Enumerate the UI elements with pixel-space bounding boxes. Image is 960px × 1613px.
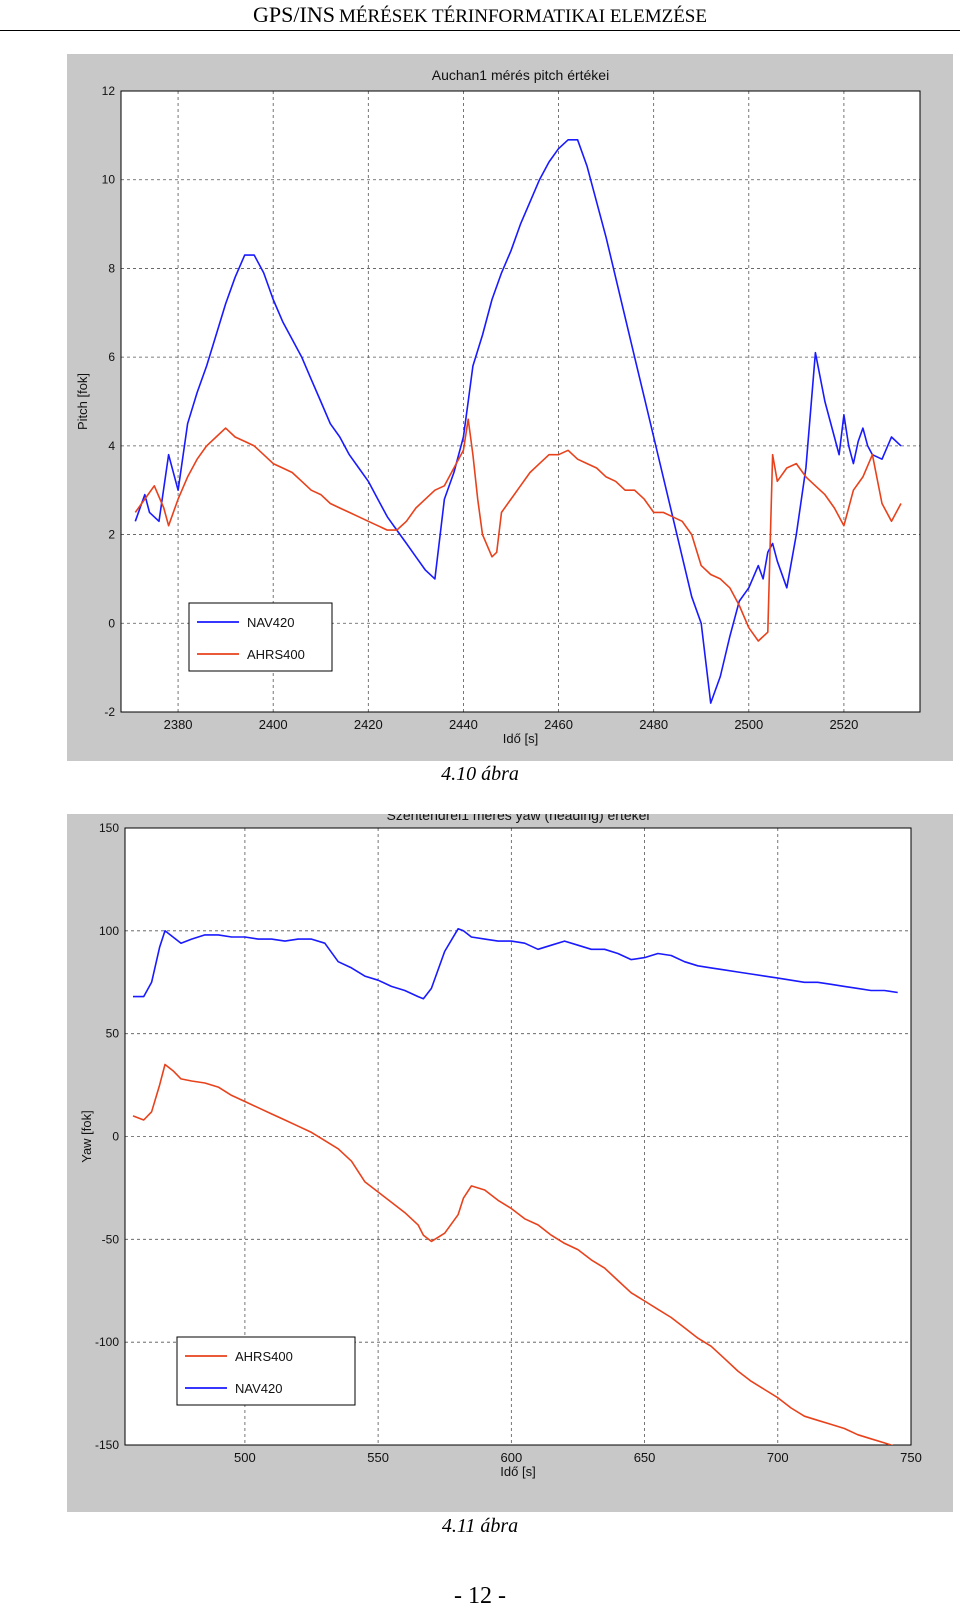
legend-label: NAV420 [247, 615, 294, 630]
axes-frame [124, 827, 912, 1446]
y-tick-label: 150 [99, 821, 119, 835]
header-title-big: GPS/INS [253, 2, 335, 27]
legend-label: AHRS400 [235, 1349, 293, 1364]
figure-4-11-panel: 500 550 600 650 700 750 -150 -100 -50 0 50 100 150 Sz… [67, 807, 953, 1512]
page-header: GPS/INS MÉRÉSEK TÉRINFORMATIKAI ELEMZÉSE [0, 0, 960, 31]
series-line-ahrs400 [132, 1063, 894, 1445]
y-tick-label: 50 [106, 1027, 120, 1041]
x-tick-label: 2380 [164, 717, 193, 732]
y-axis-label: Yaw [fok] [79, 1110, 94, 1163]
legend-box [176, 1336, 356, 1406]
yaw-chart: 500 550 600 650 700 750 -150 -100 -50 0 50 100 150 Sz… [79, 807, 922, 1479]
y-tick-label: -100 [95, 1335, 119, 1349]
y-tick-label: -2 [104, 705, 115, 719]
series-line-ahrs400 [134, 418, 902, 642]
y-tick-label: 0 [108, 616, 115, 630]
y-tick-label: 0 [112, 1130, 119, 1144]
x-tick-label: 700 [767, 1450, 789, 1465]
page-number: - 12 - [454, 1583, 506, 1609]
x-tick-label: 2520 [829, 717, 858, 732]
figure-caption-4-11: 4.11 ábra [441, 1515, 519, 1537]
legend-box [188, 602, 333, 672]
legend: AHRS400 NAV420 [176, 1336, 356, 1406]
y-tick-label: 6 [108, 350, 115, 364]
header-title-small: MÉRÉSEK TÉRINFORMATIKAI ELEMZÉSE [338, 6, 707, 27]
x-tick-label: 2440 [449, 717, 478, 732]
x-tick-label: 2460 [544, 717, 573, 732]
axes-frame [120, 90, 921, 713]
series-line-nav420 [134, 139, 902, 704]
figure-4-10-panel: 2380 2400 2420 2440 2460 2480 2500 2520 -2 0 2 4 6 8 1… [67, 54, 953, 761]
x-tick-label: 600 [500, 1450, 522, 1465]
chart-title: Szentendrei1 mérés yaw (heading) értékei [386, 814, 649, 823]
y-tick-label: 2 [108, 528, 115, 542]
x-tick-label: 550 [367, 1450, 389, 1465]
series-line-nav420 [133, 928, 898, 1000]
legend: NAV420 AHRS400 [188, 602, 333, 672]
y-axis-label: Pitch [fok] [75, 373, 90, 430]
y-tick-label: 4 [108, 439, 115, 453]
figure-caption-4-10: 4.10 ábra [441, 763, 519, 785]
legend-label: AHRS400 [247, 647, 305, 662]
pitch-chart: 2380 2400 2420 2440 2460 2480 2500 2520 -2 0 2 4 6 8 1… [75, 67, 921, 746]
y-tick-label: -50 [102, 1232, 120, 1246]
x-tick-label: 2400 [259, 717, 288, 732]
chart-title: Auchan1 mérés pitch értékei [432, 67, 609, 83]
x-axis-label: Idő [s] [500, 1464, 535, 1479]
legend-label: NAV420 [235, 1381, 282, 1396]
x-tick-label: 2420 [354, 717, 383, 732]
x-tick-label: 750 [900, 1450, 922, 1465]
y-tick-label: -150 [95, 1438, 119, 1452]
x-tick-label: 2500 [734, 717, 763, 732]
x-tick-label: 650 [634, 1450, 656, 1465]
y-tick-label: 12 [102, 84, 116, 98]
y-tick-label: 100 [99, 924, 119, 938]
x-tick-label: 2480 [639, 717, 668, 732]
x-axis-label: Idő [s] [503, 731, 538, 746]
x-tick-label: 500 [234, 1450, 256, 1465]
y-tick-label: 8 [108, 261, 115, 275]
y-tick-label: 10 [102, 173, 116, 187]
